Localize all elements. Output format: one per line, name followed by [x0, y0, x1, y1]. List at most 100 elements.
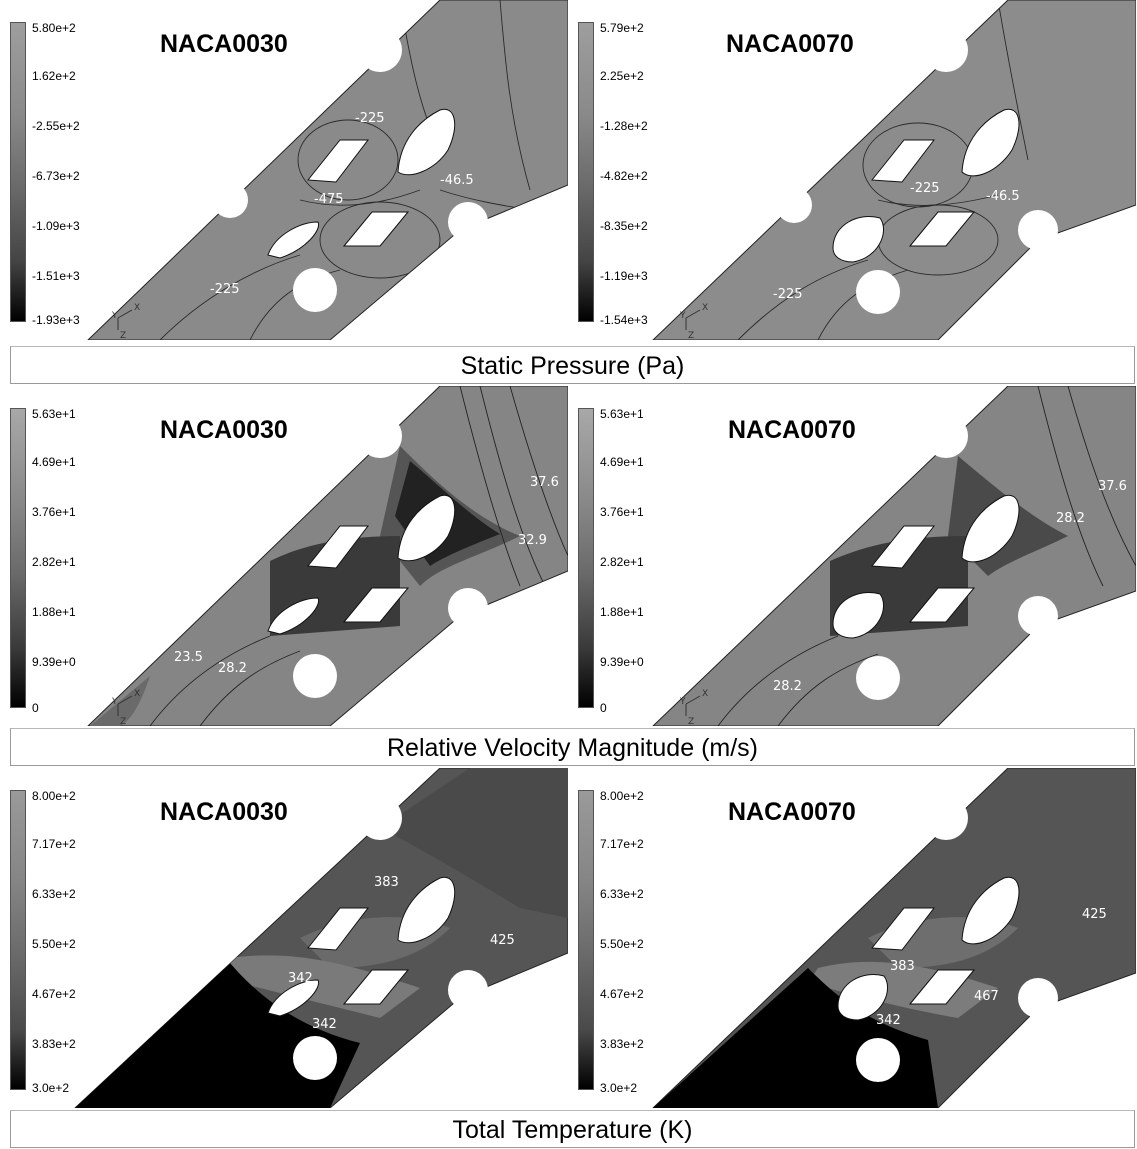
annotation: 28.2 — [773, 679, 802, 694]
annotation: 342 — [288, 971, 313, 986]
color-legend: 5.79e+2 2.25e+2 -1.28e+2 -4.82e+2 -8.35e… — [578, 22, 678, 326]
annotation: 23.5 — [174, 650, 203, 665]
legend-label: 1.88e+1 — [600, 605, 644, 619]
annotation: -225 — [355, 111, 385, 126]
annotation: 383 — [374, 875, 399, 890]
annotation: -225 — [210, 282, 240, 297]
color-legend: 8.00e+2 7.17e+2 6.33e+2 5.50e+2 4.67e+2 … — [578, 789, 678, 1094]
row-caption: Static Pressure (Pa) — [10, 346, 1135, 384]
annotation: -225 — [910, 181, 940, 196]
row-caption: Total Temperature (K) — [10, 1110, 1135, 1148]
annotation: 342 — [876, 1013, 901, 1028]
panel-temperature-naca0070: 425 383 467 342 8.00e+2 7.17e+2 6.33e+2 … — [568, 768, 1136, 1108]
color-legend: 5.63e+1 4.69e+1 3.76e+1 2.82e+1 1.88e+1 … — [10, 408, 110, 714]
contour-plot: 37.6 32.9 23.5 28.2 X Y Z — [87, 386, 568, 726]
row-relative-velocity: 37.6 32.9 23.5 28.2 X Y Z 5.63e+1 4.69e+… — [0, 386, 1137, 774]
annotation: 28.2 — [218, 661, 247, 676]
color-legend: 5.63e+1 4.69e+1 3.76e+1 2.82e+1 1.88e+1 … — [578, 407, 678, 714]
legend-label: 3.0e+2 — [32, 1081, 70, 1095]
annotation: 383 — [890, 959, 915, 974]
row-caption: Relative Velocity Magnitude (m/s) — [10, 728, 1135, 766]
legend-label: 4.67e+2 — [600, 987, 644, 1001]
legend-label: 2.25e+2 — [600, 69, 644, 83]
legend-label: 3.76e+1 — [32, 505, 76, 519]
axis-z-label: Z — [120, 331, 126, 340]
legend-label: 9.39e+0 — [600, 655, 644, 669]
legend-label: 3.76e+1 — [600, 505, 644, 519]
panel-title: NACA0030 — [160, 416, 288, 444]
annotation: 37.6 — [530, 475, 559, 490]
annotation: 425 — [1082, 907, 1107, 922]
axis-y-label: Y — [111, 697, 118, 707]
contour-plot: 425 383 467 342 — [652, 768, 1136, 1108]
annotation: 467 — [974, 989, 999, 1004]
axis-x-label: X — [702, 303, 708, 313]
legend-label: 5.63e+1 — [600, 407, 644, 421]
legend-label: 5.50e+2 — [32, 937, 76, 951]
row-total-temperature: 383 425 342 342 8.00e+2 7.17e+2 6.33e+2 … — [0, 768, 1137, 1149]
legend-color-bar — [10, 22, 26, 322]
legend-color-bar — [578, 22, 594, 322]
legend-color-bar — [10, 790, 26, 1090]
panel-title: NACA0070 — [728, 798, 856, 826]
legend-label: 4.69e+1 — [32, 455, 76, 469]
legend-label: -6.73e+2 — [32, 169, 80, 183]
color-legend: 8.00e+2 7.17e+2 6.33e+2 5.50e+2 4.67e+2 … — [10, 789, 110, 1094]
axis-z-label: Z — [688, 331, 694, 340]
legend-label: 8.00e+2 — [600, 789, 644, 803]
legend-label: -8.35e+2 — [600, 219, 648, 233]
axis-z-label: Z — [120, 717, 126, 726]
annotation: 28.2 — [1056, 511, 1085, 526]
annotation: 425 — [490, 933, 515, 948]
panel-velocity-naca0070: 37.6 28.2 28.2 X Y Z 5.63e+1 4.69e+1 3.7… — [568, 386, 1136, 726]
axis-y-label: Y — [111, 311, 118, 321]
legend-label: 0 — [32, 701, 39, 715]
legend-label: 9.39e+0 — [32, 655, 76, 669]
legend-label: 3.0e+2 — [600, 1081, 638, 1095]
axis-y-label: Y — [679, 697, 686, 707]
panel-pressure-naca0030: -225 -475 -46.5 -225 X Y Z 5.80e+2 1.62e… — [0, 0, 568, 340]
legend-label: 3.83e+2 — [32, 1037, 76, 1051]
axis-triad — [117, 695, 133, 716]
legend-label: 7.17e+2 — [32, 837, 76, 851]
legend-label: 0 — [600, 701, 607, 715]
row-static-pressure: -225 -475 -46.5 -225 X Y Z 5.80e+2 1.62e… — [0, 0, 1137, 392]
axis-triad — [685, 695, 701, 716]
annotation: -46.5 — [986, 189, 1020, 204]
legend-color-bar — [10, 408, 26, 708]
annotation: -475 — [314, 192, 344, 207]
legend-color-bar — [578, 408, 594, 708]
legend-label: 8.00e+2 — [32, 789, 76, 803]
legend-label: -2.55e+2 — [32, 119, 80, 133]
legend-label: 2.82e+1 — [32, 555, 76, 569]
panel-velocity-naca0030: 37.6 32.9 23.5 28.2 X Y Z 5.63e+1 4.69e+… — [0, 386, 568, 726]
panel-pressure-naca0070: -225 -46.5 -225 X Y Z 5.79e+2 2.25e+2 -1… — [568, 0, 1136, 340]
legend-label: -1.28e+2 — [600, 119, 648, 133]
legend-label: -1.93e+3 — [32, 313, 80, 327]
axis-y-label: Y — [679, 311, 686, 321]
annotation: -46.5 — [440, 173, 474, 188]
legend-label: 5.50e+2 — [600, 937, 644, 951]
legend-label: 7.17e+2 — [600, 837, 644, 851]
legend-label: -1.51e+3 — [32, 269, 80, 283]
legend-label: -1.19e+3 — [600, 269, 648, 283]
axis-triad — [117, 309, 133, 330]
legend-label: 4.69e+1 — [600, 455, 644, 469]
legend-label: 1.88e+1 — [32, 605, 76, 619]
contour-plot: -225 -46.5 -225 X Y Z — [652, 0, 1136, 340]
annotation: 32.9 — [518, 533, 547, 548]
annotation: -225 — [773, 287, 803, 302]
legend-label: 1.62e+2 — [32, 69, 76, 83]
panel-temperature-naca0030: 383 425 342 342 8.00e+2 7.17e+2 6.33e+2 … — [0, 768, 568, 1108]
color-legend: 5.80e+2 1.62e+2 -2.55e+2 -6.73e+2 -1.09e… — [10, 22, 110, 326]
legend-label: -1.09e+3 — [32, 219, 80, 233]
axis-z-label: Z — [688, 717, 694, 726]
legend-label: 4.67e+2 — [32, 987, 76, 1001]
annotation: 37.6 — [1098, 479, 1127, 494]
axis-x-label: X — [134, 303, 140, 313]
panel-title: NACA0070 — [728, 416, 856, 444]
contour-plot: -225 -475 -46.5 -225 X Y Z — [87, 0, 568, 340]
contour-plot: 383 425 342 342 — [74, 768, 568, 1108]
legend-label: 6.33e+2 — [32, 887, 76, 901]
legend-label: 6.33e+2 — [600, 887, 644, 901]
